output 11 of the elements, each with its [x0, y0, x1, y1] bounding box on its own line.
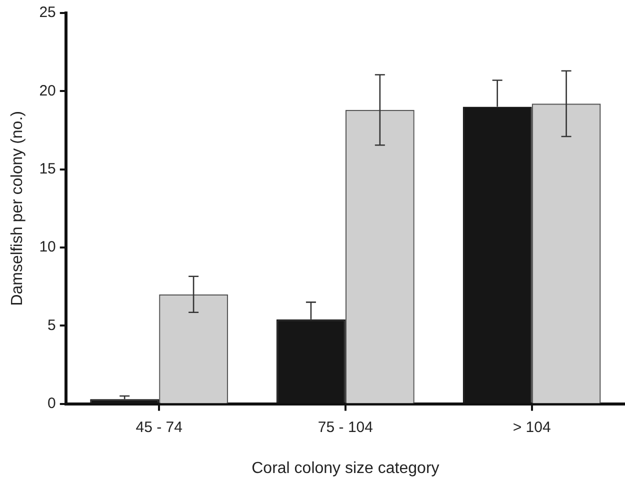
x-tick-label: > 104 — [512, 418, 551, 436]
y-tick-label: 10 — [39, 238, 56, 256]
x-tick-label: 45 - 74 — [136, 418, 182, 436]
y-tick-label: 25 — [39, 4, 56, 22]
y-tick-label: 0 — [48, 394, 56, 412]
y-tick-label: 15 — [39, 160, 56, 178]
x-axis-title: Coral colony size category — [252, 460, 440, 477]
x-tick-label: 75 - 104 — [318, 418, 373, 436]
y-axis-title: Damselfish per colony (no.) — [9, 111, 26, 306]
y-tick-label: 20 — [39, 82, 56, 100]
y-tick-label: 5 — [48, 316, 56, 334]
